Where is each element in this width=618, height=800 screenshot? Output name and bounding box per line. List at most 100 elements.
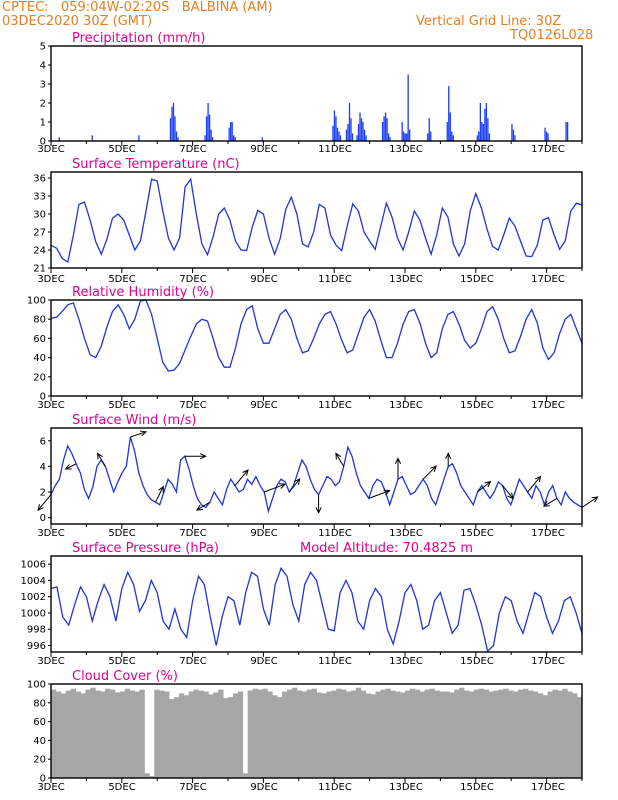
cloud-bar — [400, 692, 406, 778]
precip-y-tick-label: 3 — [40, 80, 46, 91]
temp-x-tick-label: 17DEC — [531, 274, 565, 285]
precip-bar — [449, 112, 451, 141]
cloud-bar — [291, 687, 298, 778]
cloud-y-tick-label: 60 — [33, 717, 46, 728]
cloud-bar — [95, 690, 101, 778]
cloud-bar — [213, 692, 219, 778]
pressure-x-tick-label: 15DEC — [460, 656, 494, 667]
cloud-panel-title: Cloud Cover (%) — [72, 669, 178, 684]
precip-bar — [404, 133, 406, 141]
wind-x-tick-label: 11DEC — [318, 528, 352, 539]
precip-bar — [357, 123, 360, 141]
cloud-bar — [527, 690, 534, 778]
wind-x-tick-label: 5DEC — [108, 528, 135, 539]
precip-bar — [171, 106, 173, 141]
cloud-bar — [232, 693, 239, 778]
cloud-bar — [375, 691, 381, 778]
wind-panel-title: Surface Wind (m/s) — [72, 413, 196, 428]
precip-bar — [360, 118, 363, 141]
precip-bar — [387, 133, 390, 141]
cloud-bar — [557, 690, 563, 778]
cloud-bar — [390, 690, 396, 778]
temp-x-tick-label: 13DEC — [389, 274, 423, 285]
precip-x-tick-label: 11DEC — [318, 144, 352, 155]
cloud-bar — [532, 691, 539, 778]
pressure-y-tick-label: 1004 — [21, 576, 46, 587]
cloud-bar — [188, 691, 194, 778]
cloud-x-tick-label: 13DEC — [389, 782, 423, 793]
precip-bar — [381, 122, 384, 141]
wind-frame — [50, 427, 583, 525]
pressure-y-tick-label: 1000 — [21, 608, 46, 619]
cloud-bar — [360, 690, 367, 778]
rh-y-tick-label: 100 — [27, 296, 46, 307]
cloud-bar — [124, 688, 131, 778]
precip-bar — [365, 135, 367, 141]
wind-y-tick-label: 2 — [40, 488, 46, 499]
cloud-bar — [100, 691, 106, 778]
precip-x-tick-label: 3DEC — [37, 144, 64, 155]
cloud-bar — [518, 689, 524, 778]
cloud-bar — [208, 694, 214, 778]
cloud-bar — [203, 691, 209, 778]
precip-bar — [359, 112, 361, 141]
cloud-bar — [537, 693, 544, 778]
precip-bar — [386, 118, 388, 141]
precip-frame — [50, 45, 583, 142]
wind-vector — [527, 476, 541, 493]
pressure-x-tick-label: 11DEC — [318, 656, 352, 667]
rh-panel-title: Relative Humidity (%) — [72, 285, 214, 300]
rh-x-tick-label: 9DEC — [250, 400, 277, 411]
cloud-bar — [331, 690, 337, 778]
cloud-bar — [262, 688, 268, 778]
precip-bar — [58, 137, 60, 141]
cloud-bar — [395, 691, 401, 778]
rh-x-tick-label: 15DEC — [460, 400, 494, 411]
wind-vector-head — [199, 453, 207, 460]
cloud-x-tick-label: 7DEC — [179, 782, 206, 793]
wind-series-line — [50, 436, 583, 514]
wind-vector-head — [542, 500, 550, 507]
precip-bar — [407, 74, 409, 141]
precip-bar — [335, 116, 337, 141]
precip-bar — [389, 137, 391, 141]
cloud-bar — [547, 691, 553, 778]
precip-bar — [356, 135, 358, 141]
pressure-series-line — [50, 566, 583, 653]
wind-vector — [477, 481, 491, 493]
cloud-bar — [365, 693, 371, 778]
wind-vector-head — [97, 452, 103, 460]
pressure-y-tick-label: 1002 — [21, 592, 46, 603]
cloud-bar — [267, 691, 273, 778]
rh-x-tick-label: 11DEC — [318, 400, 352, 411]
temp-y-tick-label: 21 — [33, 264, 46, 275]
wind-vector-head — [140, 430, 148, 437]
precip-bar — [261, 137, 263, 141]
precip-bar — [514, 135, 516, 141]
cloud-bar — [508, 690, 514, 778]
cloud-y-tick-label: 40 — [33, 736, 46, 747]
temp-y-tick-label: 27 — [33, 228, 46, 239]
cloud-frame — [50, 683, 583, 779]
wind-vector-head — [195, 504, 203, 511]
cloud-bar — [355, 687, 362, 778]
precip-bar — [566, 122, 569, 141]
cloud-bar — [483, 689, 489, 778]
temp-x-tick-label: 3DEC — [37, 274, 64, 285]
wind-x-tick-label: 13DEC — [389, 528, 423, 539]
pressure-x-tick-label: 5DEC — [108, 656, 135, 667]
precip-bar — [484, 108, 486, 141]
wind-vector-head — [484, 480, 492, 488]
precip-bar — [401, 122, 403, 141]
precip-y-tick-label: 4 — [40, 61, 46, 72]
cloud-bar — [414, 689, 421, 778]
cloud-y-tick-label: 0 — [40, 774, 46, 785]
precip-bar — [406, 133, 408, 141]
precip-bar — [336, 127, 339, 141]
precip-bar — [205, 116, 208, 141]
precip-bar — [348, 103, 351, 141]
rh-x-tick-label: 7DEC — [179, 400, 206, 411]
precip-bar — [208, 114, 211, 141]
cloud-bar — [105, 688, 111, 778]
cloud-bar — [572, 693, 578, 778]
